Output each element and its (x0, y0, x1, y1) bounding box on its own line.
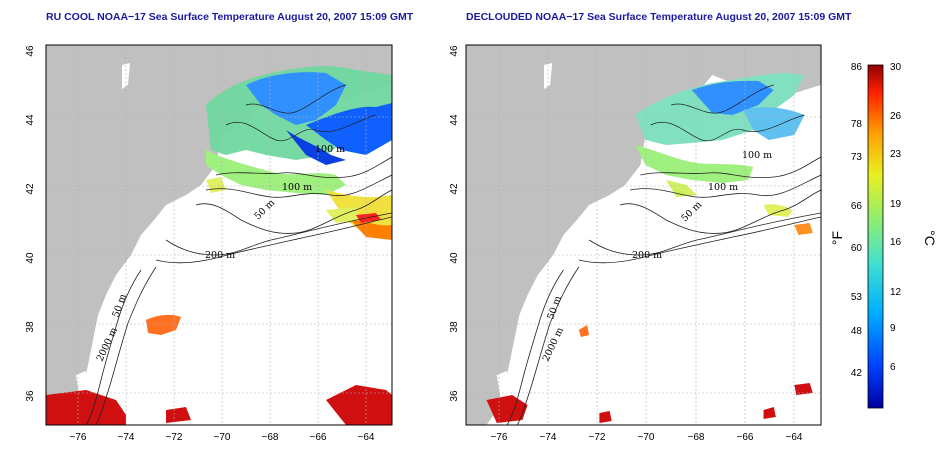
right-y-tick: 42 (449, 183, 460, 195)
right-x-axis: −76 −74 −72 −70 −68 −66 −64 (491, 432, 803, 443)
left-y-tick: 46 (25, 45, 36, 57)
colorbar-f-tick: 78 (851, 119, 863, 130)
left-map-title: RU COOL NOAA−17 Sea Surface Temperature … (46, 11, 414, 23)
right-x-tick: −74 (540, 432, 557, 443)
colorbar-f-tick: 73 (851, 152, 863, 163)
left-x-tick: −76 (70, 432, 87, 443)
colorbar-f-tick: 48 (851, 326, 863, 337)
left-grid (46, 45, 392, 425)
right-grid (466, 45, 821, 425)
left-map-panel: 100 m 100 m 50 m 200 m 50 m 2000 m 46 44… (25, 44, 393, 443)
left-x-tick: −74 (118, 432, 135, 443)
colorbar-c-tick: 19 (890, 199, 902, 210)
colorbar-f-tick: 42 (851, 368, 863, 379)
left-x-tick: −64 (358, 432, 375, 443)
colorbar-f-tick: 53 (851, 292, 863, 303)
left-y-tick: 36 (25, 390, 36, 402)
colorbar-c-tick: 30 (890, 62, 902, 73)
right-x-tick: −72 (589, 432, 606, 443)
left-x-tick: −70 (214, 432, 231, 443)
right-x-tick: −64 (786, 432, 803, 443)
right-y-axis: 46 44 42 40 38 36 (449, 45, 460, 402)
left-y-tick: 44 (25, 114, 36, 126)
right-x-tick: −66 (737, 432, 754, 443)
right-y-tick: 46 (449, 45, 460, 57)
right-y-tick: 38 (449, 321, 460, 333)
colorbar-c-tick: 26 (890, 111, 902, 122)
colorbar-f-tick: 66 (851, 201, 863, 212)
left-y-tick: 38 (25, 321, 36, 333)
colorbar-c-tick: 9 (890, 323, 896, 334)
right-y-tick: 40 (449, 252, 460, 264)
colorbar-c-tick: 12 (890, 287, 902, 298)
left-contour-label-4: 200 m (205, 250, 235, 261)
left-y-tick: 40 (25, 252, 36, 264)
colorbar-gradient (867, 64, 884, 409)
colorbar-celsius-ticks: 30 26 23 19 16 12 9 6 (890, 62, 902, 373)
temperature-colorbar: 86 78 73 66 60 53 48 42 30 26 23 19 16 1… (829, 62, 938, 409)
right-contour-label-4: 200 m (632, 250, 662, 261)
left-x-tick: −72 (166, 432, 183, 443)
right-map-title: DECLOUDED NOAA−17 Sea Surface Temperatur… (466, 11, 852, 23)
right-x-tick: −76 (491, 432, 508, 443)
left-x-tick: −66 (310, 432, 327, 443)
left-x-tick: −68 (262, 432, 279, 443)
colorbar-f-tick: 86 (851, 62, 863, 73)
colorbar-fahrenheit-ticks: 86 78 73 66 60 53 48 42 (851, 62, 863, 379)
left-sst-data (46, 66, 392, 425)
colorbar-f-tick: 60 (851, 243, 863, 254)
left-contour-label-1: 100 m (315, 144, 345, 155)
colorbar-c-tick: 16 (890, 237, 902, 248)
left-y-axis: 46 44 42 40 38 36 (25, 45, 36, 402)
right-x-tick: −70 (638, 432, 655, 443)
right-map-panel: 100 m 100 m 50 m 200 m 50 m 2000 m 46 44… (449, 44, 822, 443)
right-x-tick: −68 (688, 432, 705, 443)
right-contour-label-1: 100 m (742, 150, 772, 161)
colorbar-c-tick: 23 (890, 149, 902, 160)
colorbar-c-tick: 6 (890, 362, 896, 373)
right-contour-label-2: 100 m (708, 182, 738, 193)
colorbar-fahrenheit-label: °F (829, 231, 845, 245)
right-y-tick: 44 (449, 114, 460, 126)
right-y-tick: 36 (449, 390, 460, 402)
left-y-tick: 42 (25, 183, 36, 195)
colorbar-celsius-label: °C (922, 230, 938, 246)
left-x-axis: −76 −74 −72 −70 −68 −66 −64 (70, 432, 375, 443)
left-contour-label-2: 100 m (282, 182, 312, 193)
